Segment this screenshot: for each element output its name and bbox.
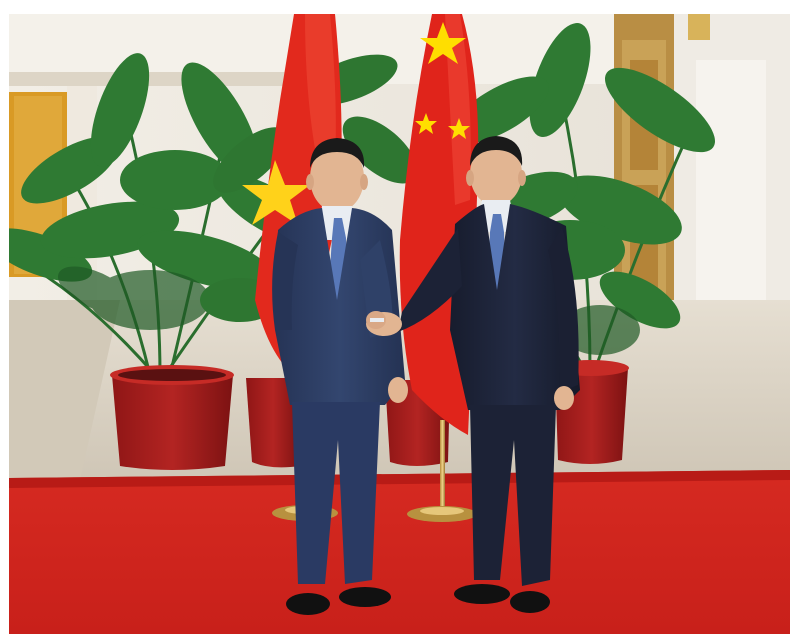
flag-pole-china xyxy=(407,420,477,522)
palm-plant-center xyxy=(200,54,418,322)
handshake xyxy=(366,311,402,336)
palm-plant-left xyxy=(0,53,324,376)
man-right xyxy=(398,136,580,613)
flower-pot-left xyxy=(110,365,234,470)
man-left xyxy=(272,138,408,615)
